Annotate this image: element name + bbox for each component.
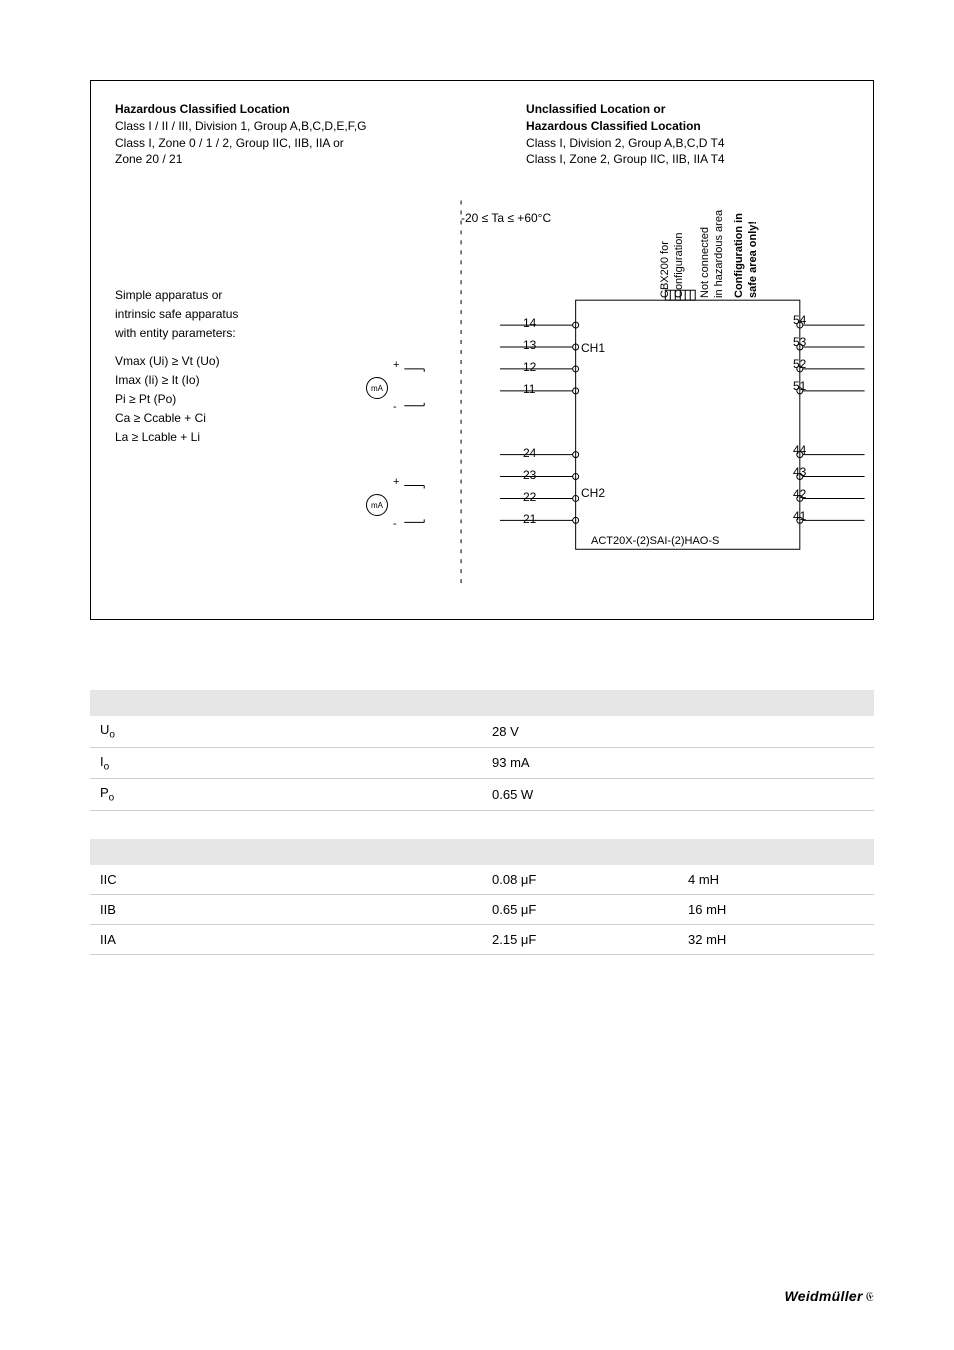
cell-uo-val: 28 V <box>482 716 874 747</box>
pin-54: 54 <box>793 313 806 327</box>
table-row: Uo 28 V <box>90 716 874 747</box>
pin-53: 53 <box>793 335 806 349</box>
table2-h1 <box>90 839 482 865</box>
cell-iic-l: 4 mH <box>678 865 874 895</box>
diagram-svg <box>91 81 873 619</box>
pin-41: 41 <box>793 509 806 523</box>
table1-header <box>90 690 874 716</box>
cell-io-val: 93 mA <box>482 747 874 779</box>
pin-52: 52 <box>793 357 806 371</box>
cell-uo: Uo <box>90 716 482 747</box>
page: Hazardous Classified Location Class I / … <box>0 0 954 1023</box>
group-params-table: IIC 0.08 μF 4 mH IIB 0.65 μF 16 mH IIA 2… <box>90 839 874 956</box>
pin-44: 44 <box>793 443 806 457</box>
pin-13: 13 <box>523 338 536 352</box>
cell-iic-c: 0.08 μF <box>482 865 678 895</box>
table-row: Po 0.65 W <box>90 779 874 811</box>
table-row: IIC 0.08 μF 4 mH <box>90 865 874 895</box>
pin-43: 43 <box>793 465 806 479</box>
pin-14: 14 <box>523 316 536 330</box>
output-params-table: Uo 28 V Io 93 mA Po 0.65 W <box>90 690 874 811</box>
table2-h3 <box>678 839 874 865</box>
footer-brand: Weidmüller <box>785 1288 863 1304</box>
table-row: IIB 0.65 μF 16 mH <box>90 895 874 925</box>
pin-22: 22 <box>523 490 536 504</box>
footer-logo: Weidmüller𝔈 <box>785 1288 874 1305</box>
cell-iia: IIA <box>90 925 482 955</box>
cell-io: Io <box>90 747 482 779</box>
ch1-label: CH1 <box>581 341 605 355</box>
cell-iib-c: 0.65 μF <box>482 895 678 925</box>
wiring-diagram: Hazardous Classified Location Class I / … <box>90 80 874 620</box>
cell-iib: IIB <box>90 895 482 925</box>
cell-iib-l: 16 mH <box>678 895 874 925</box>
model-number: ACT20X-(2)SAI-(2)HAO-S <box>591 535 719 547</box>
ch2-label: CH2 <box>581 486 605 500</box>
pin-12: 12 <box>523 360 536 374</box>
footer-symbol-icon: 𝔈 <box>866 1289 874 1304</box>
cell-po: Po <box>90 779 482 811</box>
cell-iia-c: 2.15 μF <box>482 925 678 955</box>
tables-section: Uo 28 V Io 93 mA Po 0.65 W IIC 0.08 μF 4… <box>90 690 874 955</box>
pin-21: 21 <box>523 512 536 526</box>
cell-po-val: 0.65 W <box>482 779 874 811</box>
table-row: Io 93 mA <box>90 747 874 779</box>
table2-h2 <box>482 839 678 865</box>
pin-42: 42 <box>793 487 806 501</box>
pin-51: 51 <box>793 379 806 393</box>
table-row: IIA 2.15 μF 32 mH <box>90 925 874 955</box>
pin-24: 24 <box>523 446 536 460</box>
cell-iic: IIC <box>90 865 482 895</box>
pin-23: 23 <box>523 468 536 482</box>
pin-11: 11 <box>523 382 535 396</box>
cell-iia-l: 32 mH <box>678 925 874 955</box>
